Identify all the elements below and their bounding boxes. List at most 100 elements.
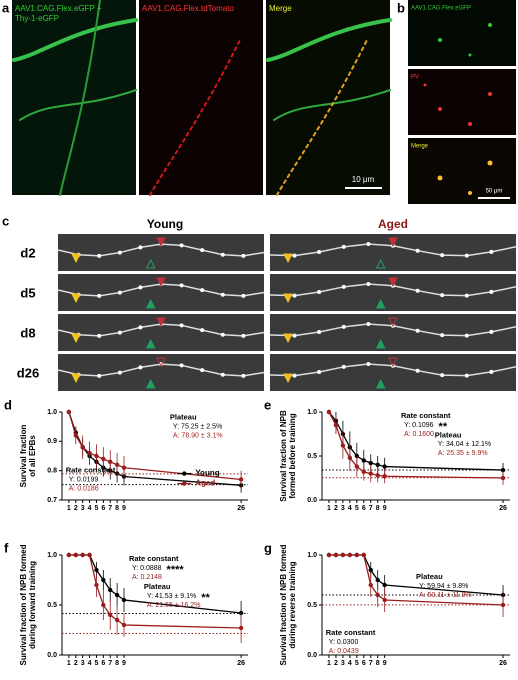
marker — [375, 298, 386, 309]
data-point — [361, 458, 366, 463]
marker — [283, 293, 293, 304]
bouton — [415, 288, 420, 293]
data-point — [333, 423, 339, 428]
data-point — [375, 592, 380, 598]
x-tick-label: 8 — [115, 505, 119, 512]
bouton — [220, 332, 225, 337]
bouton — [138, 285, 143, 290]
scale-label: 50 μm — [486, 189, 503, 195]
panel-label: f — [4, 540, 9, 555]
bouton — [440, 293, 445, 298]
bouton — [440, 373, 445, 378]
data-point — [375, 577, 380, 583]
x-tick-label: 4 — [348, 660, 352, 667]
x-tick-label: 6 — [101, 660, 105, 667]
data-point — [108, 612, 113, 618]
x-tick-label: 3 — [341, 505, 345, 512]
annotation: Y: 34.04 ± 12.1% — [438, 441, 491, 448]
column-header: Young — [147, 217, 183, 231]
bouton — [97, 253, 102, 258]
data-point — [354, 552, 360, 558]
x-tick-label: 5 — [94, 505, 98, 512]
marker — [388, 357, 398, 368]
annotation: A: 0.2148 — [132, 574, 162, 581]
bouton — [200, 248, 205, 253]
data-point — [368, 460, 373, 466]
axis-title: during reverse training — [288, 561, 297, 648]
marker — [145, 298, 156, 309]
marker — [71, 253, 81, 264]
x-tick-label: 9 — [122, 505, 126, 512]
x-tick-label: 6 — [362, 660, 366, 667]
bouton — [440, 253, 445, 258]
bouton — [241, 293, 246, 298]
image-label: Thy-1-eGFP — [15, 14, 59, 23]
marker — [71, 293, 81, 304]
bouton — [179, 363, 184, 368]
x-tick-label: 9 — [383, 505, 387, 512]
x-tick-label: 1 — [67, 505, 71, 512]
annotation: A: 78.90 ± 3.1% — [173, 433, 223, 440]
bouton — [292, 253, 297, 258]
x-tick-label: 7 — [369, 660, 373, 667]
bouton — [97, 333, 102, 338]
fit-line — [328, 554, 504, 606]
y-tick-label: 0.0 — [307, 652, 317, 659]
marker — [388, 277, 398, 288]
data-point — [500, 467, 506, 473]
bouton — [464, 253, 469, 258]
bouton — [341, 284, 346, 289]
fit-line — [328, 411, 504, 471]
bouton — [241, 373, 246, 378]
y-tick-label: 1.0 — [47, 409, 57, 416]
x-tick-label: 7 — [108, 660, 112, 667]
annotation-title: Rate constant — [129, 554, 179, 563]
x-tick-label: 7 — [108, 505, 112, 512]
bouton — [317, 290, 322, 295]
x-tick-label: 26 — [237, 505, 245, 512]
image-label: AAV1.CAG.Flex.eGFP + — [15, 4, 102, 13]
annotation: Y: 0.0300 — [329, 639, 359, 646]
data-point — [121, 622, 127, 628]
row-label: d8 — [20, 325, 35, 340]
annotation: A: 0.0186 — [69, 485, 99, 492]
x-tick-label: 2 — [74, 660, 78, 667]
bouton — [241, 253, 246, 258]
data-point — [340, 552, 346, 558]
significance: ** — [201, 592, 210, 604]
micrograph — [58, 354, 264, 391]
marker — [156, 317, 166, 328]
bouton — [464, 293, 469, 298]
bouton — [341, 244, 346, 249]
data-point — [101, 456, 106, 462]
chart: g Survival fraction of NPB formed during r… — [264, 540, 510, 667]
annotation-title: Plateau — [416, 572, 443, 581]
annotation-title: Plateau — [170, 413, 197, 422]
panel-label: a — [2, 0, 10, 15]
x-tick-label: 2 — [334, 660, 338, 667]
bouton — [489, 329, 494, 334]
annotation: Y: 0.1096 — [404, 422, 434, 429]
annotation: Y: 59.94 ± 9.8% — [419, 583, 468, 590]
row-label: d2 — [20, 245, 35, 260]
y-tick-label: 0.5 — [47, 602, 57, 609]
x-tick-label: 2 — [74, 505, 78, 512]
annotation: Y: 41.53 ± 9.1% — [147, 593, 196, 600]
bouton — [292, 293, 297, 298]
data-point — [361, 469, 366, 475]
bouton — [489, 289, 494, 294]
bouton — [366, 322, 371, 327]
bouton — [489, 249, 494, 254]
x-tick-label: 9 — [383, 660, 387, 667]
bouton — [292, 333, 297, 338]
x-tick-label: 1 — [67, 660, 71, 667]
data-point — [368, 582, 373, 588]
image-label: Merge — [269, 4, 292, 13]
data-point — [101, 602, 106, 608]
fit-line — [68, 554, 242, 629]
image-merge — [266, 0, 390, 195]
x-tick-label: 4 — [348, 505, 352, 512]
bouton — [117, 290, 122, 295]
